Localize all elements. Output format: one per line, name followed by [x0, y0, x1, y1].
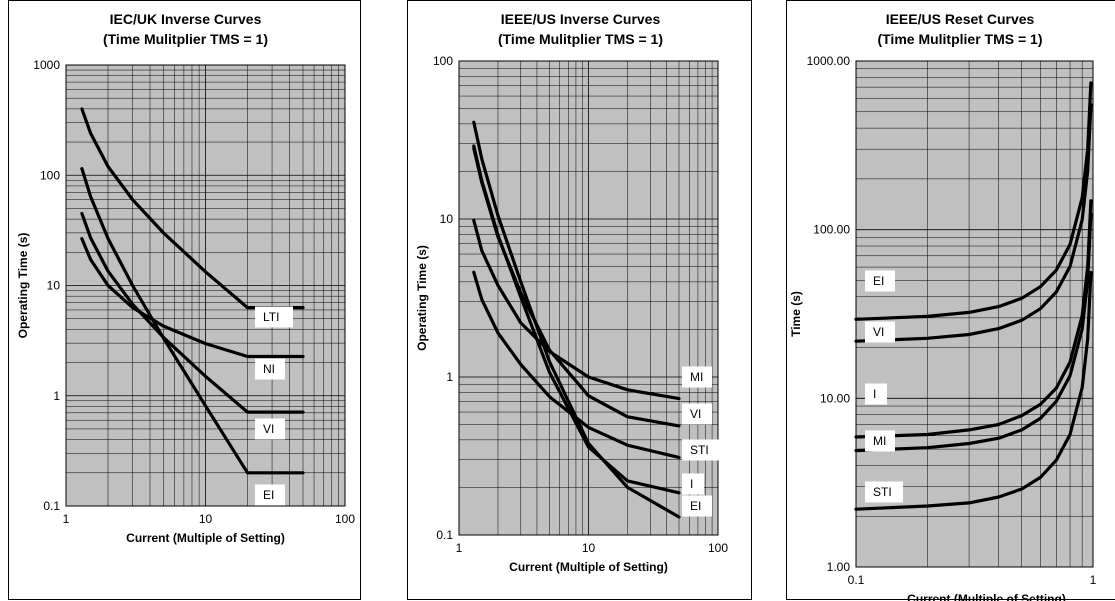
y-axis-label: Time (s) — [789, 291, 803, 337]
series-label-i: I — [682, 473, 704, 495]
ieee-us-inverse-chart: IEEE/US Inverse Curves (Time Mulitplier T… — [407, 0, 752, 600]
x-axis-label: Current (Multiple of Setting) — [907, 592, 1066, 601]
y-tick-label: 1000 — [33, 58, 60, 72]
series-label-ei: EI — [255, 484, 285, 506]
series-label-i: I — [865, 383, 887, 405]
y-tick-label: 10 — [440, 212, 454, 226]
series-label-ei: EI — [865, 270, 895, 292]
y-tick-label: 0.1 — [43, 499, 60, 513]
series-label-text: STI — [873, 485, 892, 499]
series-label-mi: MI — [682, 366, 712, 388]
series-label-text: VI — [690, 407, 701, 421]
chart-svg: IEC/UK Inverse Curves (Time Mulitplier TM… — [16, 11, 355, 545]
series-label-text: MI — [873, 434, 886, 448]
series-label-vi: VI — [255, 418, 285, 440]
y-tick-label: 1.00 — [827, 560, 851, 574]
series-line-vi — [80, 211, 305, 414]
chart-title: IEC/UK Inverse Curves — [110, 11, 262, 27]
series-label-text: NI — [263, 362, 275, 376]
series-line-mi — [854, 212, 1093, 453]
series-label-text: VI — [263, 422, 274, 436]
x-tick-label: 10 — [582, 541, 596, 555]
series-label-lti: LTI — [255, 306, 293, 328]
chart-title: IEEE/US Reset Curves — [886, 11, 1035, 27]
chart-title: IEEE/US Inverse Curves — [501, 11, 661, 27]
y-tick-label: 10 — [47, 279, 61, 293]
ieee-us-reset-chart: IEEE/US Reset Curves (Time Mulitplier TMS… — [786, 0, 1115, 601]
iec-uk-inverse-chart: IEC/UK Inverse Curves (Time Mulitplier TM… — [8, 0, 361, 600]
series-line-sti — [472, 270, 681, 459]
series-label-text: EI — [263, 488, 274, 502]
series-label-text: I — [873, 387, 876, 401]
y-tick-label: 10.00 — [820, 391, 850, 405]
x-tick-label: 100 — [335, 512, 355, 526]
series-label-mi: MI — [865, 430, 895, 452]
series-label-vi: VI — [865, 321, 895, 343]
chart-svg: IEEE/US Reset Curves (Time Mulitplier TMS… — [789, 11, 1097, 601]
series-label-text: LTI — [263, 310, 279, 324]
series-label-ei: EI — [682, 495, 712, 517]
y-axis-label: Operating Time (s) — [415, 245, 429, 351]
y-tick-label: 1 — [53, 389, 60, 403]
chart-subtitle: (Time Mulitplier TMS = 1) — [498, 31, 663, 47]
y-tick-label: 100 — [40, 168, 60, 182]
x-tick-label: 100 — [708, 541, 728, 555]
y-tick-label: 0.1 — [436, 528, 453, 542]
x-tick-label: 1 — [63, 512, 70, 526]
series-label-text: STI — [690, 443, 709, 457]
series-line-ei — [80, 167, 305, 475]
x-axis-label: Current (Multiple of Setting) — [509, 560, 668, 574]
y-tick-label: 1000.00 — [807, 54, 851, 68]
y-tick-label: 100 — [433, 54, 453, 68]
series-line-ei — [472, 120, 681, 519]
y-axis-label: Operating Time (s) — [16, 233, 30, 339]
series-line-vi — [854, 103, 1093, 343]
series-label-sti: STI — [865, 481, 903, 503]
series-label-text: VI — [873, 325, 884, 339]
chart-subtitle: (Time Mulitplier TMS = 1) — [103, 31, 268, 47]
x-tick-label: 0.1 — [848, 573, 865, 587]
chart-svg: IEEE/US Inverse Curves (Time Mulitplier T… — [415, 11, 728, 574]
series-line-ei — [854, 81, 1093, 321]
series-line-i — [472, 144, 681, 495]
series-label-text: EI — [873, 274, 884, 288]
series-label-text: EI — [690, 499, 701, 513]
series-line-sti — [854, 270, 1093, 511]
y-tick-label: 1 — [446, 370, 453, 384]
x-tick-label: 1 — [456, 541, 463, 555]
series-label-ni: NI — [255, 358, 285, 380]
gridlines — [458, 61, 718, 536]
series-label-vi: VI — [682, 403, 712, 425]
series-label-text: I — [690, 477, 693, 491]
x-axis-label: Current (Multiple of Setting) — [126, 531, 285, 545]
x-tick-label: 10 — [199, 512, 213, 526]
series-label-text: MI — [690, 370, 703, 384]
x-tick-label: 1 — [1090, 573, 1097, 587]
y-tick-label: 100.00 — [813, 223, 850, 237]
chart-subtitle: (Time Mulitplier TMS = 1) — [877, 31, 1042, 47]
series-label-sti: STI — [682, 439, 720, 461]
series-line-lti — [80, 107, 305, 310]
series-line-ni — [80, 237, 305, 359]
